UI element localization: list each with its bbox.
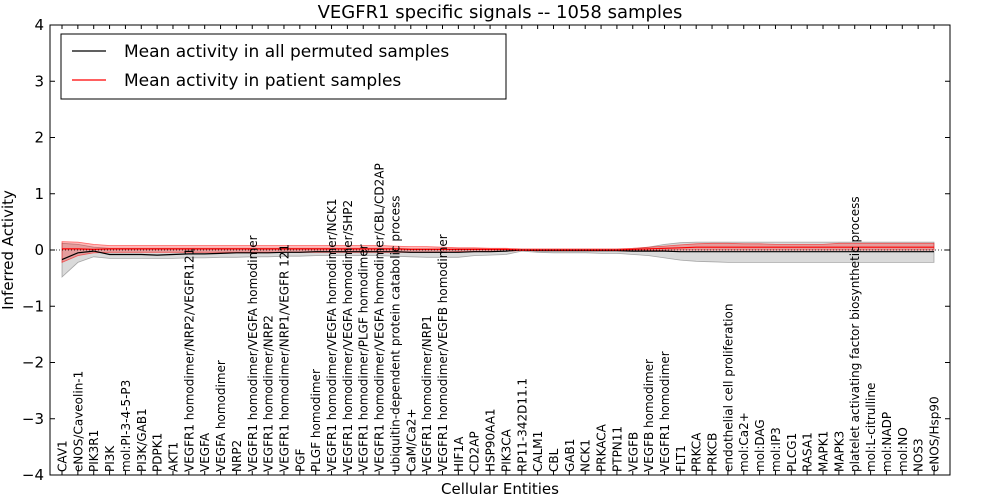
x-tick-label: ubiquitin-dependent protein catabolic pr… (388, 196, 402, 472)
x-tick-label: PRKCA (690, 432, 704, 472)
y-tick-label: 4 (34, 16, 44, 34)
x-tick-label: VEGFR1 homodimer/VEGFA homodimer/CBL/CD2… (373, 163, 387, 472)
legend-label: Mean activity in patient samples (124, 71, 401, 91)
x-tick-label: mol:Ca2+ (737, 412, 751, 472)
x-tick-label: PLCG1 (785, 433, 799, 472)
y-tick-label: −4 (22, 466, 44, 484)
x-tick-label: endothelial cell proliferation (721, 304, 735, 472)
x-tick-label: VEGFR1 homodimer/VEGFA homodimer/SHP2 (341, 200, 355, 472)
x-tick-label: VEGFA homodimer (214, 360, 228, 472)
x-tick-label: VEGFA (198, 432, 212, 472)
y-tick-label: −3 (22, 410, 44, 428)
x-tick-label: mol:PI-3-4-5-P3 (119, 380, 133, 472)
x-axis-label: Cellular Entities (441, 480, 559, 498)
y-tick-label: −1 (22, 297, 44, 315)
x-tick-label: NCK1 (579, 439, 593, 472)
x-tick-label: eNOS/Hsp90 (928, 396, 942, 472)
x-tick-label: PIK3CA (499, 428, 513, 472)
x-tick-label: CaM/Ca2+ (404, 408, 418, 472)
legend-label: Mean activity in all permuted samples (124, 42, 449, 62)
x-tick-label: mol:DAG (753, 419, 767, 472)
x-tick-label: FLT1 (674, 445, 688, 472)
x-tick-label: VEGFB homodimer (642, 359, 656, 472)
x-tick-label: PLGF homodimer (309, 369, 323, 472)
x-tick-label: platelet activating factor biosynthetic … (848, 196, 862, 472)
x-axis: CAV1 eNOS/Caveolin-1 PIK3R1 PI3K mol:PI-3-4-… (56, 25, 942, 475)
x-tick-label: CD2AP (468, 431, 482, 472)
x-tick-label: CALM1 (531, 431, 545, 472)
x-tick-label: VEGFR1 homodimer/VEGFA homodimer/NCK1 (325, 198, 339, 472)
line-series-2 (62, 246, 934, 251)
x-tick-label: VEGFB (626, 432, 640, 472)
x-tick-label: HSP90AA1 (484, 408, 498, 472)
x-tick-label: MAPK1 (817, 431, 831, 472)
y-tick-label: 2 (34, 129, 44, 147)
line-series-1 (61, 249, 934, 261)
x-tick-label: RP11-342D11.1 (515, 378, 529, 472)
x-tick-label: AKT1 (167, 442, 181, 472)
x-tick-label: PTPN11 (610, 426, 624, 472)
y-tick-label: 0 (34, 241, 44, 259)
x-tick-label: VEGFR1 homodimer/NRP1/VEGFR 121 (278, 244, 292, 472)
x-tick-label: mol:L-citrulline (864, 383, 878, 472)
x-tick-label: PI3K (103, 445, 117, 472)
x-tick-label: MAPK3 (832, 431, 846, 472)
x-tick-label: VEGFR1 homodimer/VEGFA homodimer (246, 235, 260, 472)
x-tick-label: VEGFR1 homodimer/PLGF homodimer (357, 244, 371, 472)
y-tick-label: −2 (22, 354, 44, 372)
series-lines (50, 246, 950, 261)
x-tick-label: VEGFR1 homodimer (658, 351, 672, 472)
x-tick-label: NRP2 (230, 440, 244, 472)
y-tick-label: 1 (34, 185, 44, 203)
chart-title: VEGFR1 specific signals -- 1058 samples (318, 2, 683, 23)
y-tick-label: 3 (34, 72, 44, 90)
x-tick-label: PRKACA (595, 423, 609, 472)
x-tick-label: VEGFR1 homodimer/NRP2 (262, 315, 276, 472)
x-tick-label: VEGFR1 homodimer/VEGFB homodimer (436, 234, 450, 472)
legend-box (60, 33, 507, 100)
x-tick-label: GAB1 (563, 439, 577, 472)
x-tick-label: NOS3 (912, 438, 926, 472)
x-tick-label: eNOS/Caveolin-1 (71, 371, 85, 472)
x-tick-label: PI3K/GAB1 (135, 408, 149, 472)
x-tick-label: mol:NADP (880, 412, 894, 472)
legend: Mean activity in all permuted samples Mea… (60, 33, 507, 100)
y-axis-label: Inferred Activity (0, 190, 17, 310)
x-tick-label: PDPK1 (151, 433, 165, 472)
x-tick-label: mol:IP3 (769, 427, 783, 472)
x-tick-label: VEGFR1 homodimer/NRP1 (420, 315, 434, 472)
x-tick-label: PGF (293, 448, 307, 472)
x-tick-label: VEGFR1 homodimer/NRP2/VEGFR121 (182, 248, 196, 472)
y-axis: −4 −3 −2 −1 0 1 2 3 4 (22, 16, 950, 484)
x-tick-label: HIF1A (452, 436, 466, 472)
x-tick-label: CBL (547, 448, 561, 472)
x-tick-label: PIK3R1 (87, 430, 101, 472)
x-tick-label: CAV1 (56, 440, 70, 472)
x-tick-label: PRKCB (706, 433, 720, 472)
x-tick-label: RASA1 (801, 432, 815, 472)
x-tick-label: mol:NO (896, 427, 910, 472)
